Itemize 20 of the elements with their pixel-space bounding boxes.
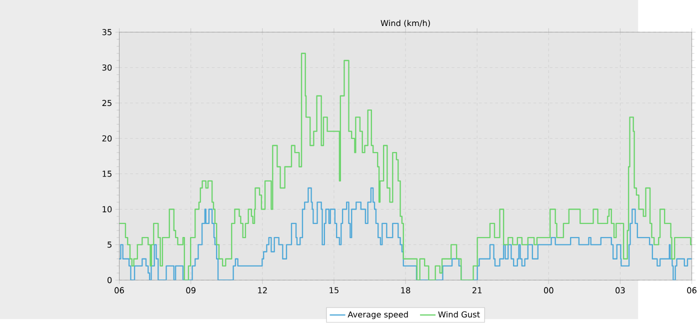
y-tick-label: 5 [108,242,112,248]
legend-label: Wind Gust [438,311,480,318]
x-tick-label: 21 [472,287,482,294]
x-tick-label: 18 [401,287,410,294]
y-tick-label: 15 [102,171,112,178]
x-tick-label: 09 [186,287,196,294]
y-tick-label: 20 [102,136,112,142]
x-tick-label: 00 [544,287,554,294]
x-tick-label: 06 [687,287,696,294]
chart-title: Wind (km/h) [380,20,430,28]
y-tick-label: 10 [102,206,112,213]
y-tick-label: 30 [102,64,112,71]
y-tick-label: 25 [102,100,112,106]
y-tick-label: 35 [102,29,112,36]
x-tick-label: 15 [330,287,338,294]
legend-label: Average speed [348,311,408,320]
x-tick-label: 03 [616,287,625,294]
x-tick-label: 12 [258,287,267,294]
y-tick-label: 0 [108,277,112,284]
x-tick-label: 06 [114,287,124,294]
